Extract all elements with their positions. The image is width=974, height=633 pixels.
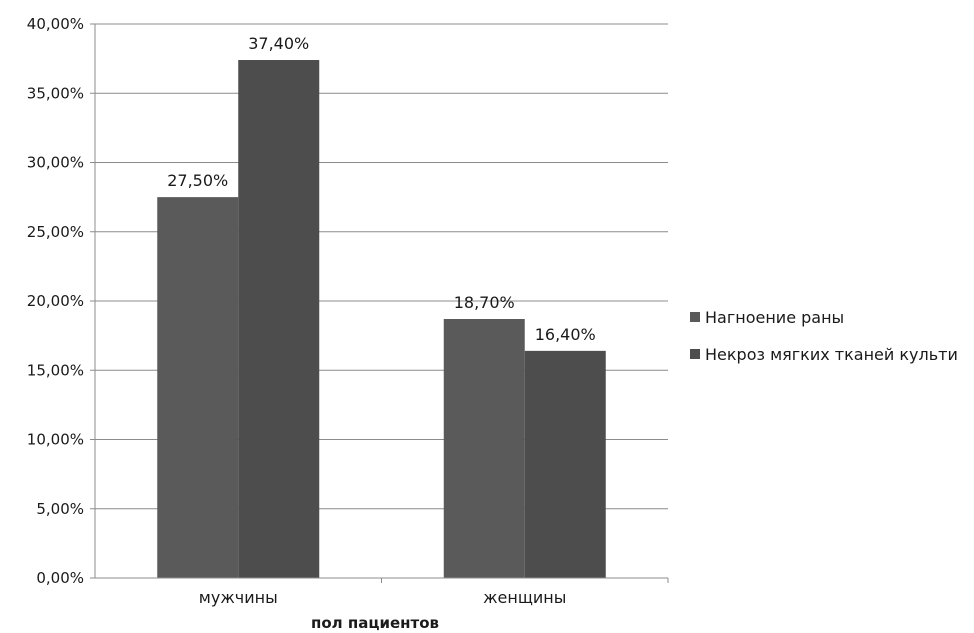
data-label: 37,40% bbox=[248, 34, 309, 53]
y-tick-label: 35,00% bbox=[27, 84, 84, 102]
legend-label: Нагноение раны bbox=[705, 308, 844, 327]
y-tick-label: 40,00% bbox=[27, 15, 84, 33]
y-tick-label: 20,00% bbox=[27, 292, 84, 310]
bar bbox=[238, 60, 320, 578]
legend-label: Некроз мягких тканей культи bbox=[705, 345, 958, 364]
y-tick-label: 10,00% bbox=[27, 431, 84, 449]
bars bbox=[157, 60, 606, 578]
data-label: 18,70% bbox=[454, 293, 515, 312]
axes bbox=[94, 24, 668, 579]
x-tick-label: женщины bbox=[483, 588, 566, 607]
y-tick-label: 15,00% bbox=[27, 361, 84, 379]
legend: Нагноение раны Некроз мягких тканей культ… bbox=[690, 308, 958, 364]
legend-swatch bbox=[690, 349, 700, 359]
y-tick-label: 5,00% bbox=[36, 500, 84, 518]
y-tick-label: 0,00% bbox=[36, 569, 84, 587]
bar bbox=[524, 350, 606, 578]
x-axis-title: пол пациентов bbox=[311, 614, 439, 632]
y-tick-label: 30,00% bbox=[27, 154, 84, 172]
data-label: 27,50% bbox=[167, 171, 228, 190]
labels: 0,00% 5,00% 10,00% 15,00% 20,00% 25,00% 30,00%… bbox=[27, 15, 596, 607]
bar bbox=[443, 319, 525, 578]
legend-swatch bbox=[690, 312, 700, 322]
y-tick-label: 25,00% bbox=[27, 223, 84, 241]
x-tick-label: мужчины bbox=[199, 588, 278, 607]
bar bbox=[157, 197, 239, 578]
data-label: 16,40% bbox=[535, 325, 596, 344]
